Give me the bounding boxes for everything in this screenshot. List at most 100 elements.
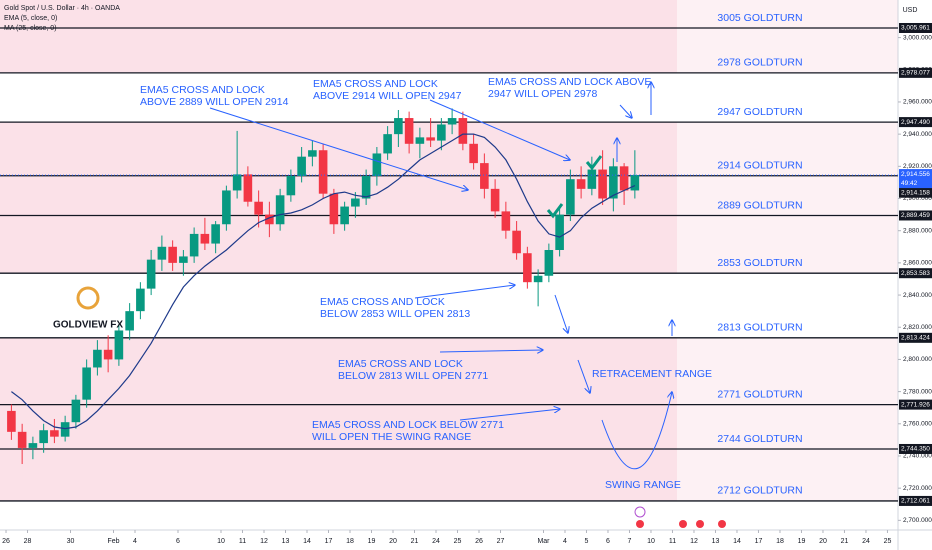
x-tick-label: 25	[884, 538, 892, 545]
price-tag	[899, 495, 932, 506]
price-tag-label: 2,889.459	[901, 212, 930, 219]
candle-body	[286, 175, 296, 196]
annotation: EMA5 CROSS AND LOCK BELOW 2771	[312, 419, 504, 431]
price-tag	[899, 22, 932, 33]
event-icon	[634, 506, 646, 518]
candle-body	[146, 259, 156, 289]
price-tag	[899, 117, 932, 128]
candle-body	[426, 137, 435, 141]
candle-body	[297, 156, 306, 176]
x-tick-label: 27	[497, 538, 505, 545]
candle-body	[544, 250, 554, 276]
y-tick-label: 2,820.000	[903, 324, 932, 331]
x-tick-label: 10	[217, 538, 225, 545]
candle-body	[523, 253, 532, 283]
x-tick-label: 25	[454, 538, 462, 545]
price-tag-label: 2,978.077	[901, 70, 930, 77]
legend-entry: EMA (5, close, 0)	[4, 15, 57, 22]
candle-body	[566, 179, 575, 215]
candle-body	[609, 166, 618, 199]
x-tick-label: 19	[368, 538, 376, 545]
annotation: BELOW 2853 WILL OPEN 2813	[320, 308, 470, 320]
x-tick-label: 6	[606, 538, 610, 545]
candle-body	[490, 188, 500, 212]
ma-line	[11, 133, 636, 430]
x-tick-label: 17	[755, 538, 763, 545]
logo: GOLDVIEW FX	[53, 286, 123, 331]
zone	[677, 0, 898, 73]
candle-body	[576, 179, 586, 189]
candle-body	[447, 118, 457, 125]
y-tick-label: 2,760.000	[903, 421, 932, 428]
arrows	[209, 82, 672, 470]
x-tick-label: 20	[389, 538, 397, 545]
zone	[0, 122, 677, 274]
x-tick-label: 5	[585, 538, 589, 545]
annotation: EMA5 CROSS AND LOCK	[338, 358, 463, 370]
candle-body	[82, 367, 91, 400]
x-tick-label: 30	[67, 538, 75, 545]
candle-body	[254, 201, 263, 215]
x-tick-label: 11	[239, 538, 246, 545]
y-tick-label: 2,900.000	[903, 195, 932, 202]
zone	[677, 122, 898, 274]
zone	[0, 0, 677, 73]
level-label: 2947 GOLDTURN	[717, 106, 802, 118]
candle-body	[275, 195, 285, 225]
event-icon	[636, 520, 644, 528]
current-price-tag	[899, 169, 932, 189]
x-tick-label: 10	[647, 538, 655, 545]
candle-body	[136, 288, 145, 312]
y-tick-label: 2,840.000	[903, 292, 932, 299]
x-tick-label: 4	[133, 538, 137, 545]
x-tick-label: 26	[475, 538, 483, 545]
x-tick-label: 13	[282, 538, 290, 545]
candle-body	[222, 190, 231, 225]
y-tick-label: 2,880.000	[903, 227, 932, 234]
event-icon	[696, 520, 704, 528]
candle-body	[28, 443, 38, 448]
candle-body	[125, 311, 134, 331]
candle-body	[415, 137, 425, 144]
candle-body	[501, 211, 511, 231]
level-label: 2914 GOLDTURN	[717, 160, 802, 172]
x-tick-label: 14	[733, 538, 741, 545]
x-tick-label: 26	[2, 538, 10, 545]
y-tick-label: 2,940.000	[903, 131, 932, 138]
price-tag-label: 2,744.350	[901, 446, 930, 453]
annotation: ABOVE 2914 WILL OPEN 2947	[313, 90, 462, 102]
annotation: WILL OPEN THE SWING RANGE	[312, 431, 471, 443]
calendar-icons	[634, 506, 726, 528]
x-tick-label: 24	[432, 538, 440, 545]
legend: Gold Spot / U.S. Dollar · 4h · OANDA EMA…	[4, 5, 917, 32]
arrow	[577, 359, 590, 393]
annotation: 2947 WILL OPEN 2978	[488, 88, 598, 100]
logo-icon	[76, 286, 100, 310]
y-tick-label: 2,740.000	[903, 453, 932, 460]
y-tick-label: 2,860.000	[903, 260, 932, 267]
candle-body	[383, 134, 392, 154]
x-tick-label: 12	[690, 538, 698, 545]
y-tick-label: 2,800.000	[903, 356, 932, 363]
x-tick-label: Feb	[107, 538, 119, 545]
candle-body	[211, 224, 220, 244]
candle-body	[103, 349, 113, 360]
price-tag-label: 3,005.961	[901, 25, 930, 32]
level-label: 3005 GOLDTURN	[717, 12, 802, 24]
candle-body	[60, 422, 70, 437]
arrow	[601, 392, 672, 470]
x-tick-label: 18	[776, 538, 784, 545]
candle-body	[372, 153, 382, 176]
candle-body	[39, 430, 48, 444]
candle-body	[533, 275, 543, 283]
candle-body	[361, 175, 371, 199]
y-tick-label: 2,720.000	[903, 485, 932, 492]
annotation: EMA5 CROSS AND LOCK	[320, 296, 445, 308]
annotation: EMA5 CROSS AND LOCK	[313, 78, 438, 90]
candle-body	[17, 431, 27, 448]
countdown: 49:42	[901, 180, 918, 187]
price-tag	[899, 67, 932, 78]
candle-body	[587, 169, 597, 189]
candle-body	[7, 410, 16, 432]
candle-body	[437, 124, 446, 141]
